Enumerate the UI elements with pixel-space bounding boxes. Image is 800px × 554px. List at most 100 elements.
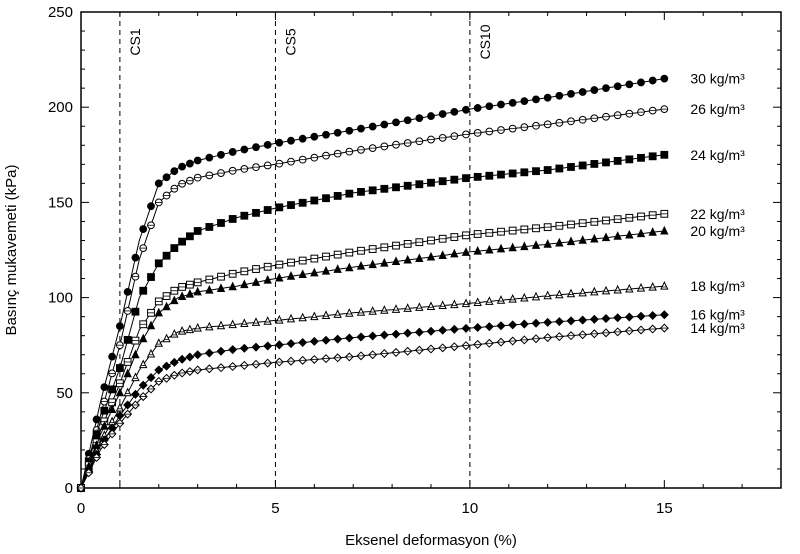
data-point xyxy=(625,80,634,89)
data-point xyxy=(392,118,400,127)
data-point xyxy=(147,202,155,211)
y-tick-label: 0 xyxy=(65,480,73,497)
data-point xyxy=(139,225,148,233)
data-point xyxy=(333,128,342,137)
data-point xyxy=(508,169,517,178)
series-2 xyxy=(77,150,669,492)
data-point xyxy=(391,304,401,313)
data-point xyxy=(240,279,249,289)
data-point xyxy=(239,343,249,353)
vertical-marker-label: CS5 xyxy=(282,28,298,55)
data-point xyxy=(240,318,249,327)
data-point xyxy=(333,192,342,200)
data-point xyxy=(555,289,564,299)
data-point xyxy=(485,296,494,305)
data-point xyxy=(185,289,195,298)
data-point xyxy=(170,329,179,338)
y-tick-label: 200 xyxy=(48,99,73,116)
data-point xyxy=(578,161,587,170)
data-point xyxy=(484,322,494,332)
data-point xyxy=(508,242,517,252)
data-point xyxy=(380,257,389,267)
data-point xyxy=(660,281,669,290)
data-point xyxy=(496,243,506,253)
series-line xyxy=(80,285,665,489)
y-tick-label: 100 xyxy=(48,290,73,307)
data-point xyxy=(169,357,179,367)
data-point xyxy=(636,311,646,321)
data-point xyxy=(252,143,260,152)
series-label: 16 kg/m³ xyxy=(690,307,745,323)
data-point xyxy=(287,136,295,145)
data-point xyxy=(427,178,435,187)
data-point xyxy=(131,307,140,316)
y-tick-label: 50 xyxy=(56,385,73,402)
data-point xyxy=(473,297,482,307)
data-point xyxy=(321,335,331,345)
data-point xyxy=(485,244,494,254)
data-point xyxy=(415,302,424,311)
data-point xyxy=(391,256,401,266)
data-point xyxy=(275,138,284,147)
data-point xyxy=(602,84,610,93)
data-point xyxy=(426,301,436,310)
data-point xyxy=(345,126,354,135)
data-point xyxy=(380,184,389,193)
data-point xyxy=(496,321,506,331)
data-point xyxy=(115,322,124,331)
data-point xyxy=(185,324,195,334)
data-point xyxy=(286,313,296,323)
data-point xyxy=(252,208,260,217)
data-point xyxy=(228,215,237,223)
data-point xyxy=(274,340,284,350)
x-axis-title: Eksenel deformasyon (%) xyxy=(345,532,517,549)
data-point xyxy=(228,281,237,291)
data-point xyxy=(185,232,194,241)
data-point xyxy=(162,361,172,371)
data-point xyxy=(146,373,156,383)
data-point xyxy=(531,240,541,249)
data-point xyxy=(357,187,365,196)
data-point xyxy=(275,314,284,324)
data-point xyxy=(473,245,482,255)
data-point xyxy=(473,104,482,112)
data-point xyxy=(286,271,296,280)
data-point xyxy=(543,290,552,300)
data-point xyxy=(403,181,412,190)
data-point xyxy=(426,326,436,336)
data-point xyxy=(138,380,148,390)
data-point xyxy=(566,316,576,326)
series-line xyxy=(80,78,665,489)
data-point xyxy=(403,303,412,312)
data-point xyxy=(543,239,552,248)
data-point xyxy=(555,164,564,173)
data-point xyxy=(193,156,202,165)
data-point xyxy=(532,95,540,104)
data-point xyxy=(601,232,611,242)
data-point xyxy=(636,282,646,292)
data-point xyxy=(497,100,505,109)
data-point xyxy=(648,152,657,161)
data-point xyxy=(162,333,171,343)
series-line xyxy=(80,230,665,489)
data-point xyxy=(154,259,163,268)
data-point xyxy=(357,124,365,133)
data-point xyxy=(310,311,319,321)
series-0 xyxy=(77,74,669,492)
data-point xyxy=(438,250,447,259)
data-point xyxy=(578,315,588,325)
data-point xyxy=(108,385,117,394)
data-point xyxy=(170,295,179,305)
data-point xyxy=(139,333,148,343)
series-5 xyxy=(76,281,669,492)
data-point xyxy=(263,316,272,325)
data-point xyxy=(321,265,331,275)
data-point xyxy=(177,325,187,335)
data-point xyxy=(555,237,564,247)
data-point xyxy=(543,166,552,174)
series-7 xyxy=(76,323,669,493)
data-point xyxy=(321,310,331,319)
data-point xyxy=(624,312,634,322)
data-point xyxy=(146,320,156,330)
